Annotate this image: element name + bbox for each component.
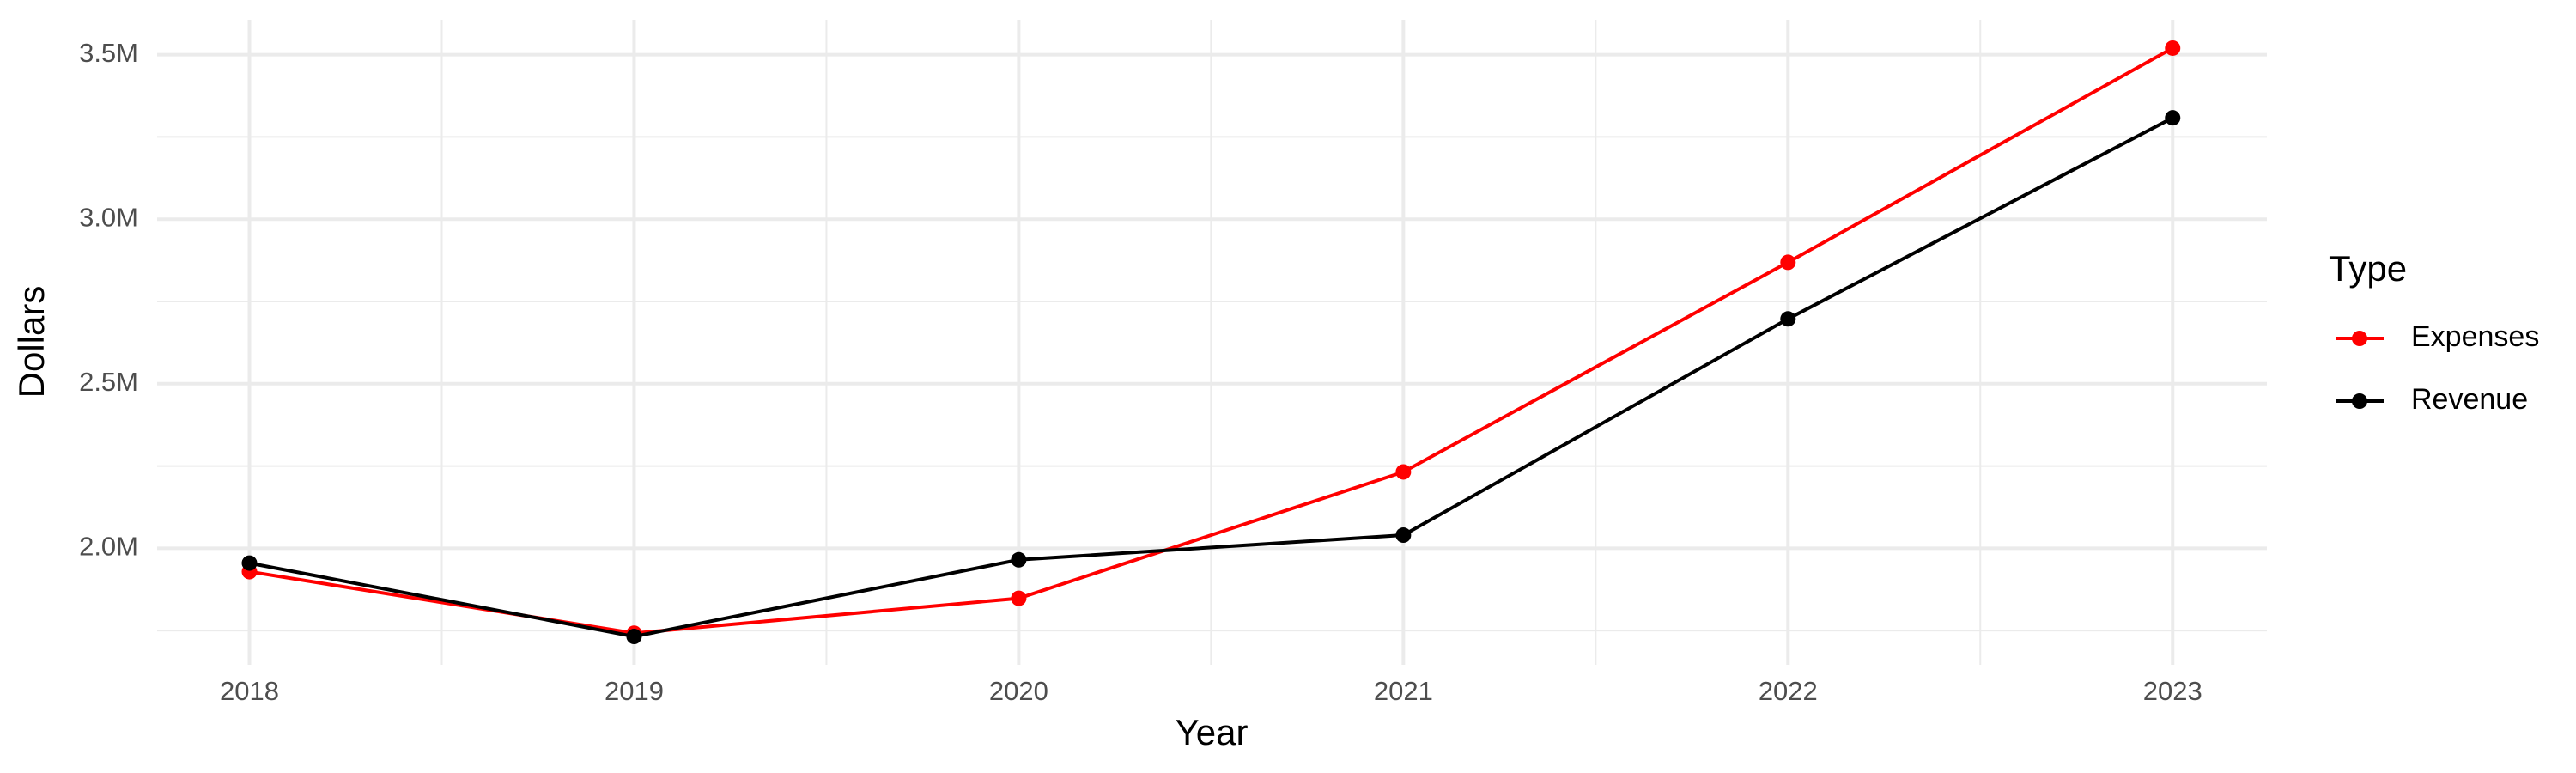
y-tick-label: 3.5M bbox=[79, 38, 138, 68]
data-point bbox=[1011, 590, 1027, 606]
y-tick-label: 2.5M bbox=[79, 367, 138, 397]
legend-label: Expenses bbox=[2411, 320, 2539, 353]
x-tick-label: 2022 bbox=[1759, 676, 1818, 706]
legend-marker bbox=[2352, 331, 2367, 346]
y-tick-label: 3.0M bbox=[79, 202, 138, 232]
data-point bbox=[1780, 311, 1796, 327]
legend-marker bbox=[2352, 393, 2367, 409]
series-line bbox=[249, 116, 2174, 639]
x-tick-label: 2018 bbox=[220, 676, 279, 706]
legend-label: Revenue bbox=[2411, 383, 2528, 416]
data-point bbox=[1395, 464, 1412, 480]
x-tick-label: 2019 bbox=[605, 676, 664, 706]
data-point bbox=[2165, 110, 2181, 126]
data-point bbox=[1780, 254, 1796, 271]
y-axis-title: Dollars bbox=[11, 286, 52, 399]
y-tick-label: 2.0M bbox=[79, 532, 138, 562]
data-point bbox=[2165, 40, 2181, 56]
legend-title: Type bbox=[2329, 248, 2407, 289]
data-point bbox=[626, 629, 642, 645]
x-axis-title: Year bbox=[1176, 712, 1249, 752]
x-tick-label: 2023 bbox=[2143, 676, 2202, 706]
data-point bbox=[1011, 551, 1027, 568]
x-tick-label: 2020 bbox=[989, 676, 1048, 706]
x-tick-label: 2021 bbox=[1374, 676, 1433, 706]
data-point bbox=[241, 555, 258, 571]
data-point bbox=[1395, 527, 1412, 544]
